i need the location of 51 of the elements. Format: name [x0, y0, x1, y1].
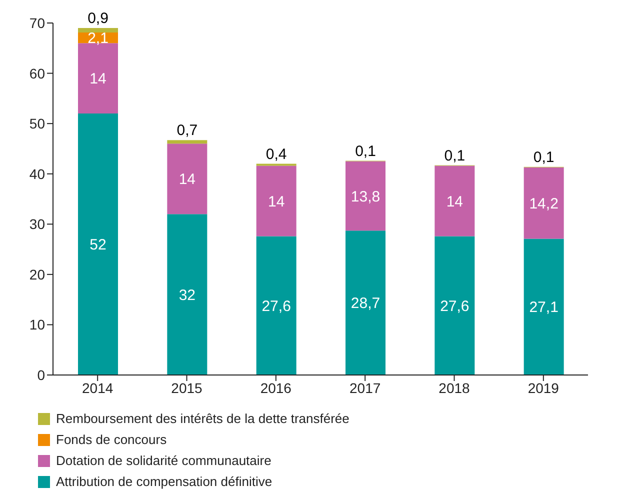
y-tick-label: 20: [29, 266, 46, 282]
y-tick-label: 40: [29, 166, 46, 182]
data-label: 14: [178, 171, 196, 188]
x-tick-label: 2018: [438, 380, 470, 396]
data-label: 14: [268, 193, 285, 210]
bar: [78, 28, 118, 33]
x-tick-label: 2017: [350, 380, 381, 396]
bar: [524, 238, 564, 375]
data-label: 14: [446, 193, 464, 210]
legend-label: Remboursement des intérêts de la dette transférée: [56, 411, 350, 426]
data-label: 32: [178, 286, 196, 304]
data-label: 0,1: [444, 147, 466, 164]
data-label: 14: [90, 70, 106, 88]
data-label: 14,2: [529, 195, 558, 212]
y-tick-label: 10: [29, 316, 46, 333]
data-label: 13,8: [350, 188, 380, 206]
bar: [434, 236, 475, 375]
data-label: 52: [90, 236, 106, 254]
y-tick-label: 50: [29, 116, 46, 132]
data-label: 0,4: [266, 146, 287, 163]
legend-label: Fonds de concours: [56, 432, 167, 447]
bar: [167, 214, 208, 375]
y-tick-label: 70: [29, 14, 46, 31]
data-label: 27,6: [440, 298, 470, 315]
data-label: 27,6: [262, 298, 291, 315]
x-tick-label: 2019: [528, 380, 560, 396]
bar: [524, 167, 564, 239]
bar: [78, 114, 118, 375]
x-tick-label: 2016: [260, 380, 292, 396]
bar: [256, 236, 296, 375]
x-tick-label: 2014: [82, 380, 114, 396]
bar: [256, 166, 296, 236]
y-tick-label: 30: [29, 216, 46, 232]
y-tick-label: 0: [37, 366, 46, 383]
bar: [346, 161, 386, 231]
bar: [78, 43, 118, 114]
y-tick-label: 60: [29, 65, 46, 82]
x-tick-label: 2015: [171, 380, 203, 396]
data-label: 28,7: [350, 295, 380, 312]
legend-label: Attribution de compensation définitive: [56, 474, 272, 489]
legend-label: Dotation de solidarité communautaire: [56, 453, 272, 468]
data-label: 27,1: [529, 299, 558, 316]
bar: [167, 144, 208, 214]
data-label: 0,7: [176, 122, 198, 140]
bar: [346, 230, 386, 375]
data-label: 0,1: [355, 142, 376, 160]
data-label: 2,1: [88, 30, 108, 48]
bar: [434, 166, 475, 236]
data-label: 0,1: [533, 148, 554, 166]
bar: [167, 140, 208, 144]
data-label: 0,9: [88, 10, 108, 28]
